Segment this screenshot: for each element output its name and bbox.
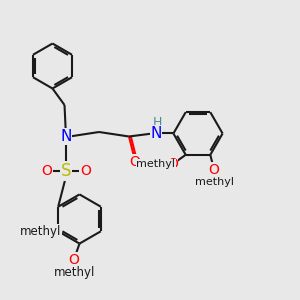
Text: methyl: methyl — [136, 159, 175, 170]
Text: O: O — [80, 164, 91, 178]
Text: N: N — [60, 129, 72, 144]
Text: O: O — [208, 163, 219, 177]
Text: H: H — [153, 116, 162, 129]
Text: methyl: methyl — [195, 177, 234, 187]
Text: O: O — [41, 164, 52, 178]
Text: methyl: methyl — [54, 266, 96, 279]
Text: O: O — [167, 157, 178, 171]
Text: O: O — [129, 155, 140, 169]
Text: methyl: methyl — [20, 225, 62, 238]
Text: S: S — [61, 162, 71, 180]
Text: N: N — [150, 126, 162, 141]
Text: O: O — [68, 253, 79, 267]
